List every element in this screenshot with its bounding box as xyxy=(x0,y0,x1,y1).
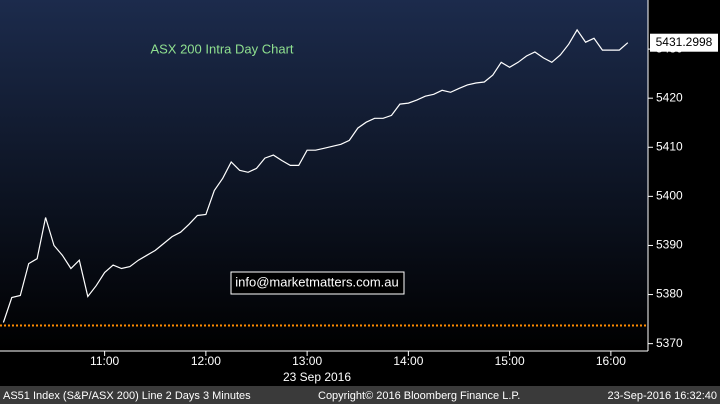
x-tick-label: 11:00 xyxy=(90,354,119,368)
y-tick-label: 5370 xyxy=(656,336,683,350)
x-tick-label: 14:00 xyxy=(393,354,423,368)
last-value-box xyxy=(650,33,718,52)
plot-area xyxy=(0,0,648,351)
footer-right: 23-Sep-2016 16:32:40 xyxy=(608,390,717,402)
annotation-box xyxy=(230,271,405,295)
y-tick-label: 5420 xyxy=(656,90,683,104)
price-line xyxy=(2,28,629,323)
last-value-label: 5431.2998 xyxy=(656,35,713,49)
y-tick-label: 5400 xyxy=(656,189,683,203)
y-tick-label: 5380 xyxy=(656,287,683,301)
x-tick-label: 12:00 xyxy=(191,354,221,368)
annotation: info@marketmatters.com.au xyxy=(235,274,398,289)
x-tick-label: 15:00 xyxy=(495,354,525,368)
chart-title: ASX 200 Intra Day Chart xyxy=(150,41,293,56)
x-axis-label: 23 Sep 2016 xyxy=(283,370,351,384)
y-tick-label: 5390 xyxy=(656,238,683,252)
y-tick-label: 5410 xyxy=(656,139,683,153)
footer-center: Copyright© 2016 Bloomberg Finance L.P. xyxy=(318,390,520,402)
x-tick-label: 13:00 xyxy=(292,354,322,368)
x-tick-label: 16:00 xyxy=(596,354,626,368)
footer-bar xyxy=(0,386,720,404)
footer-left: AS51 Index (S&P/ASX 200) Line 2 Days 3 M… xyxy=(3,390,251,402)
